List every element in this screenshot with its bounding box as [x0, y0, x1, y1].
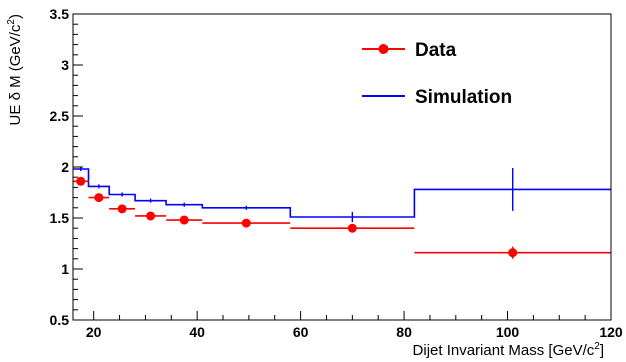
x-tick-label-80: 80 [396, 324, 412, 340]
data-series [73, 176, 611, 259]
legend-simulation-label: Simulation [415, 87, 512, 108]
x-tick-label-60: 60 [293, 324, 309, 340]
simulation-series [73, 167, 611, 223]
y-tick-label-0: 0.5 [50, 312, 70, 328]
legend-data-label: Data [415, 40, 457, 61]
y-tick-label-1: 1 [61, 261, 69, 277]
y-tick-label-3: 2 [61, 159, 69, 175]
data-point-0 [76, 176, 86, 186]
x-tick-label-100: 100 [496, 324, 520, 340]
x-axis-title: Dijet Invariant Mass [GeV/c2] [413, 341, 604, 359]
data-point-1 [94, 193, 104, 203]
axis-ticks [73, 13, 612, 321]
y-tick-label-2: 1.5 [50, 210, 70, 226]
legend-data-marker [378, 44, 389, 54]
data-point-3 [146, 211, 156, 221]
data-point-7 [508, 248, 518, 258]
legend: Data Simulation [362, 40, 512, 108]
y-tick-label-4: 2.5 [50, 108, 70, 124]
y-tick-label-5: 3 [61, 57, 69, 73]
data-point-6 [347, 223, 357, 233]
x-tick-label-120: 120 [599, 324, 623, 340]
data-point-5 [241, 218, 251, 228]
y-axis-title: UE δ M (GeV/c2) [6, 14, 24, 125]
x-tick-label-40: 40 [189, 324, 205, 340]
axis-tick-labels: 20 40 60 80 100 120 0.5 1 1.5 2 2.5 3 3.5 [50, 6, 623, 340]
y-tick-label-6: 3.5 [50, 6, 70, 22]
data-point-4 [179, 215, 189, 225]
x-tick-label-20: 20 [86, 324, 102, 340]
data-point-2 [117, 204, 127, 214]
